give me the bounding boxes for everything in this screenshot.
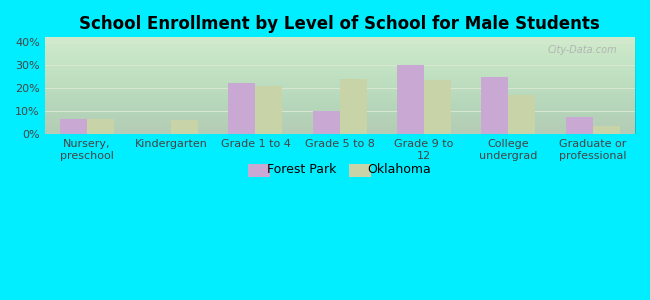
Bar [171, 120, 198, 134]
Bar [508, 95, 536, 134]
Bar [424, 80, 451, 134]
Bar [229, 83, 255, 134]
Bar [60, 119, 87, 134]
Legend: Forest Park, Oklahoma: Forest Park, Oklahoma [243, 158, 436, 181]
Bar [593, 126, 620, 134]
Bar [397, 65, 424, 134]
Bar [87, 119, 114, 134]
Title: School Enrollment by Level of School for Male Students: School Enrollment by Level of School for… [79, 15, 600, 33]
Bar [566, 117, 593, 134]
Bar [482, 76, 508, 134]
Bar [255, 86, 283, 134]
Bar [313, 111, 340, 134]
Bar [340, 79, 367, 134]
Text: City-Data.com: City-Data.com [548, 45, 617, 55]
